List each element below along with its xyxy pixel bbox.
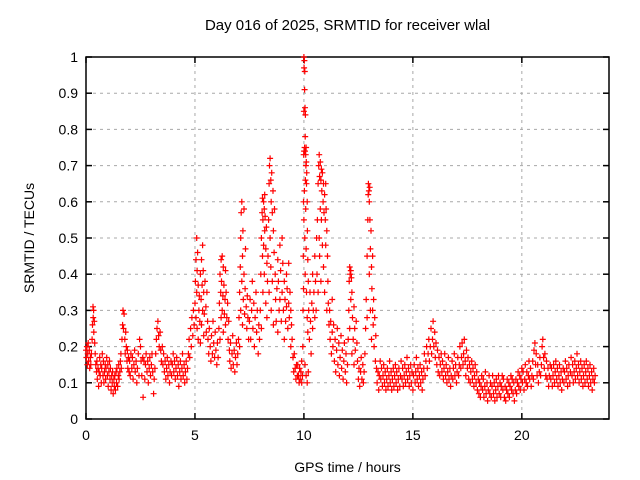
x-tick-label: 5 [191, 427, 199, 443]
y-tick-label: 0.2 [59, 339, 79, 355]
x-axis-label: GPS time / hours [294, 459, 401, 475]
y-tick-label: 0.6 [59, 194, 79, 210]
y-tick-label: 0 [70, 411, 78, 427]
y-tick-label: 0.5 [59, 230, 79, 246]
chart-title: Day 016 of 2025, SRMTID for receiver wla… [204, 17, 491, 34]
x-tick-label: 15 [405, 427, 421, 443]
x-tick-label: 0 [82, 427, 90, 443]
y-tick-label: 1 [70, 49, 78, 65]
x-tick-label: 20 [514, 427, 530, 443]
y-tick-label: 0.1 [59, 375, 79, 391]
y-axis-label: SRMTID / TECUs [21, 182, 37, 294]
x-tick-label: 10 [296, 427, 312, 443]
y-tick-label: 0.3 [59, 302, 79, 318]
y-tick-label: 0.9 [59, 85, 79, 101]
y-tick-label: 0.7 [59, 158, 79, 174]
y-tick-label: 0.4 [59, 266, 79, 282]
y-tick-label: 0.8 [59, 121, 79, 137]
data-points [83, 54, 599, 404]
